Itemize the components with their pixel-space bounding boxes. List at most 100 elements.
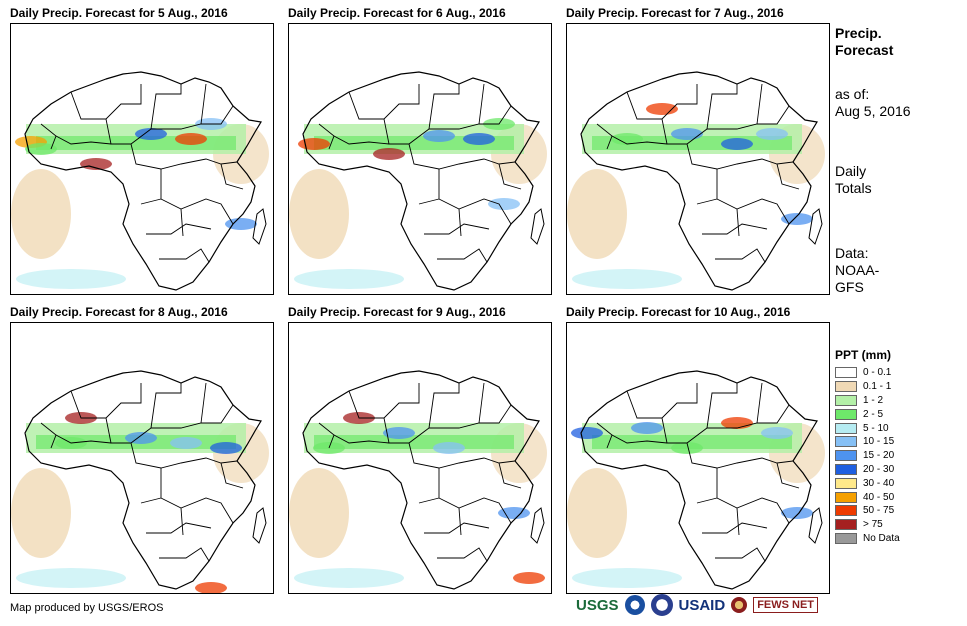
- rain-cluster: [781, 507, 813, 519]
- legend-swatch: [835, 450, 857, 462]
- legend-swatch: [835, 463, 857, 475]
- rain-band: [592, 435, 792, 449]
- data-line-2: NOAA-: [835, 262, 880, 278]
- usaid-logo: USAID: [678, 596, 726, 614]
- rain-cluster: [170, 437, 202, 449]
- legend-swatch: [835, 422, 857, 434]
- heading-line-1: Precip.: [835, 25, 882, 41]
- rain-cluster: [373, 148, 405, 160]
- legend-swatch: [835, 532, 857, 544]
- africa-map-icon: [11, 24, 273, 294]
- legend-item: 15 - 20: [835, 449, 900, 463]
- dry-area: [289, 468, 349, 558]
- legend-swatch: [835, 394, 857, 406]
- rain-cluster: [756, 128, 788, 140]
- dry-area: [11, 468, 71, 558]
- precip-map: [566, 322, 830, 594]
- rain-cluster: [463, 133, 495, 145]
- rain-cluster: [80, 158, 112, 170]
- totals-line-2: Totals: [835, 180, 872, 196]
- rain-cluster: [433, 442, 465, 454]
- logo-bar: USGS USAID FEWS NET: [576, 594, 819, 616]
- rain-cluster: [721, 417, 753, 429]
- legend-label: > 75: [863, 519, 883, 531]
- rain-cluster: [423, 130, 455, 142]
- rain-cluster: [671, 128, 703, 140]
- legend-item: 1 - 2: [835, 394, 900, 408]
- precip-map: [288, 322, 552, 594]
- africa-map-icon: [289, 24, 551, 294]
- data-source-block: Data: NOAA- GFS: [835, 245, 879, 296]
- legend-swatch: [835, 367, 857, 379]
- legend-label: 30 - 40: [863, 477, 895, 489]
- data-line-1: Data:: [835, 245, 869, 261]
- rain-cluster: [210, 442, 242, 454]
- panel-title: Daily Precip. Forecast for 8 Aug., 2016: [10, 305, 228, 319]
- rain-cluster: [611, 133, 643, 145]
- precip-map: [10, 322, 274, 594]
- dry-area: [567, 169, 627, 259]
- legend-item: 50 - 75: [835, 504, 900, 518]
- panel-title: Daily Precip. Forecast for 6 Aug., 2016: [288, 6, 506, 20]
- legend-item: 0 - 0.1: [835, 366, 900, 380]
- precip-map: [566, 23, 830, 295]
- rain-cluster: [135, 128, 167, 140]
- legend-item: No Data: [835, 532, 900, 546]
- precip-map: [10, 23, 274, 295]
- rain-cluster: [571, 427, 603, 439]
- dry-area: [572, 269, 682, 289]
- fewsnet-globe-icon: [731, 597, 748, 613]
- rain-cluster: [488, 198, 520, 210]
- noaa-logo-icon: [624, 595, 645, 615]
- legend-label: 15 - 20: [863, 450, 895, 462]
- heading-line-2: Forecast: [835, 42, 894, 58]
- rain-cluster: [225, 218, 257, 230]
- rain-band: [314, 435, 514, 449]
- rain-cluster: [761, 427, 793, 439]
- africa-map-icon: [567, 24, 829, 294]
- legend-title: PPT (mm): [835, 348, 892, 362]
- africa-map-icon: [289, 323, 551, 593]
- legend-label: 2 - 5: [863, 408, 884, 420]
- asof-label: as of:: [835, 86, 870, 102]
- precip-map: [288, 23, 552, 295]
- legend-swatch: [835, 408, 857, 420]
- panel-title: Daily Precip. Forecast for 5 Aug., 2016: [10, 6, 228, 20]
- legend-item: 20 - 30: [835, 463, 900, 477]
- rain-cluster: [646, 103, 678, 115]
- credit-text: Map produced by USGS/EROS: [10, 602, 164, 614]
- legend-item: 40 - 50: [835, 490, 900, 504]
- rain-cluster: [25, 143, 57, 155]
- rain-cluster: [383, 427, 415, 439]
- rain-cluster: [671, 442, 703, 454]
- legend-swatch: [835, 477, 857, 489]
- rain-cluster: [781, 213, 813, 225]
- panel-title: Daily Precip. Forecast for 10 Aug., 2016: [566, 305, 791, 319]
- rain-cluster: [175, 133, 207, 145]
- rain-cluster: [513, 572, 545, 584]
- rain-cluster: [298, 138, 330, 150]
- legend-swatch: [835, 505, 857, 517]
- dry-area: [16, 269, 126, 289]
- totals-block: Daily Totals: [835, 163, 872, 197]
- legend-item: 5 - 10: [835, 421, 900, 435]
- rain-cluster: [631, 422, 663, 434]
- legend-label: 10 - 15: [863, 436, 895, 448]
- dry-area: [572, 568, 682, 588]
- legend-item: 30 - 40: [835, 476, 900, 490]
- legend-label: No Data: [863, 532, 900, 544]
- asof-block: as of: Aug 5, 2016: [835, 86, 911, 120]
- rain-cluster: [721, 138, 753, 150]
- panel-title: Daily Precip. Forecast for 7 Aug., 2016: [566, 6, 784, 20]
- legend-label: 0.1 - 1: [863, 381, 892, 393]
- legend-label: 1 - 2: [863, 394, 884, 406]
- rain-cluster: [195, 582, 227, 593]
- legend-swatch: [835, 381, 857, 393]
- data-line-3: GFS: [835, 279, 864, 295]
- legend-label: 20 - 30: [863, 463, 895, 475]
- legend-item: 0.1 - 1: [835, 380, 900, 394]
- africa-map-icon: [567, 323, 829, 593]
- panel-title: Daily Precip. Forecast for 9 Aug., 2016: [288, 305, 506, 319]
- rain-cluster: [498, 507, 530, 519]
